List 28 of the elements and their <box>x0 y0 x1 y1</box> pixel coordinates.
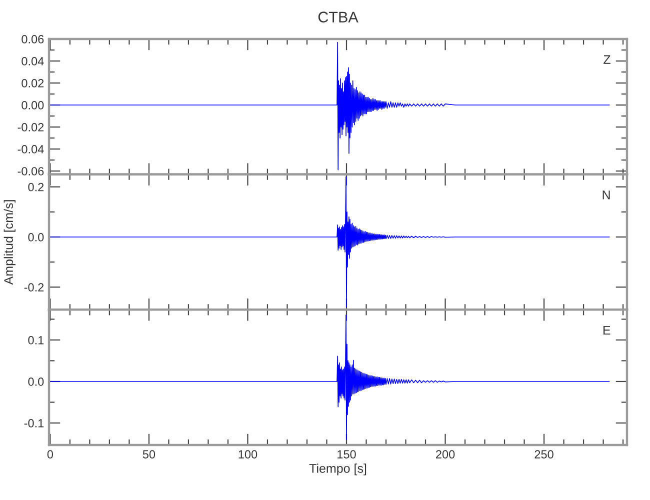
line-series <box>50 314 610 440</box>
x-tick-label: 0 <box>47 450 54 459</box>
x-tick-label: 200 <box>436 450 455 459</box>
y-tick-label: 0.06 <box>22 35 44 44</box>
y-tick-label: 0.00 <box>22 101 44 110</box>
y-tick-label: -0.02 <box>18 123 44 132</box>
y-tick-label: 0.02 <box>22 79 44 88</box>
annotation: Z <box>604 55 610 64</box>
y-tick-label: 0.1 <box>28 336 44 344</box>
x-axis-title: Tiempo [s] <box>309 464 366 476</box>
annotation: N <box>602 190 610 200</box>
y-tick-label: -0.04 <box>18 145 44 154</box>
y-axis-title: Amplitud [cm/s] <box>4 200 16 285</box>
y-tick-label: -0.2 <box>24 283 44 292</box>
chart-title: CTBA <box>318 12 358 22</box>
line-series <box>50 176 610 308</box>
annotation: E <box>603 326 610 335</box>
y-tick-label: 0.0 <box>28 378 44 386</box>
x-tick-label: 100 <box>238 450 258 459</box>
x-tick-label: 150 <box>338 450 356 459</box>
y-tick-label: 0.0 <box>28 233 44 242</box>
x-tick-label: 50 <box>142 450 156 459</box>
line-series <box>50 42 610 170</box>
y-tick-label: 0.04 <box>22 57 44 66</box>
x-tick-label: 250 <box>534 450 554 459</box>
y-tick-label: 0.2 <box>28 182 44 192</box>
y-tick-label: -0.1 <box>24 419 44 428</box>
y-tick-label: -0.06 <box>18 167 44 176</box>
